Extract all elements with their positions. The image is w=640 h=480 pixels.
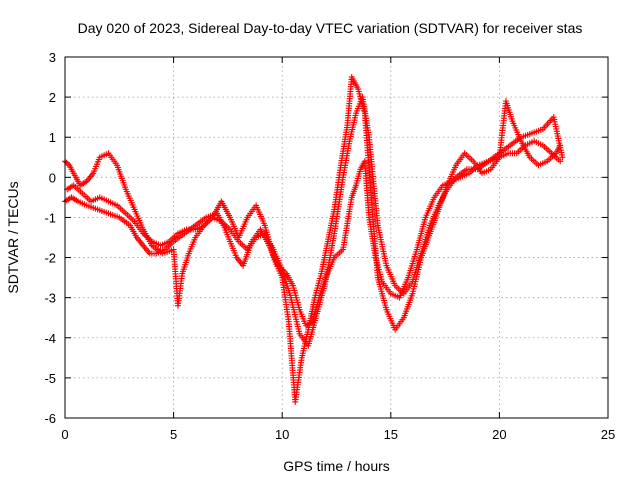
x-tick-label: 0	[61, 427, 68, 442]
x-tick-label: 5	[170, 427, 177, 442]
x-tick-label: 25	[601, 427, 615, 442]
data-points	[62, 74, 566, 405]
x-axis-label: GPS time / hours	[283, 458, 390, 474]
y-tick-label: -1	[44, 210, 56, 225]
y-tick-label: 1	[49, 130, 56, 145]
y-axis-label: SDTVAR / TECUs	[5, 181, 21, 293]
plot-frame	[64, 56, 609, 419]
x-tick-label: 10	[275, 427, 289, 442]
y-tick-label: -2	[44, 251, 56, 266]
x-tick-label: 20	[492, 427, 506, 442]
y-tick-label: 2	[49, 90, 56, 105]
axis-ticks: 0 5 10 15 20 25 -6 -5 -4 -3 -2 -1 0 1 2 3	[44, 50, 615, 442]
x-tick-label: 15	[384, 427, 398, 442]
y-tick-label: -6	[44, 411, 56, 426]
chart-title: Day 020 of 2023, Sidereal Day-to-day VTE…	[78, 20, 583, 36]
series-track-2	[62, 74, 564, 405]
data-point	[63, 159, 70, 166]
y-tick-label: -3	[44, 291, 56, 306]
y-tick-label: -5	[44, 371, 56, 386]
y-tick-label: 0	[49, 170, 56, 185]
data-point	[557, 158, 564, 165]
series-track-3	[64, 94, 566, 349]
data-point	[559, 154, 566, 161]
y-tick-label: 3	[49, 50, 56, 65]
y-tick-label: -4	[44, 331, 56, 346]
data-point	[64, 160, 71, 167]
